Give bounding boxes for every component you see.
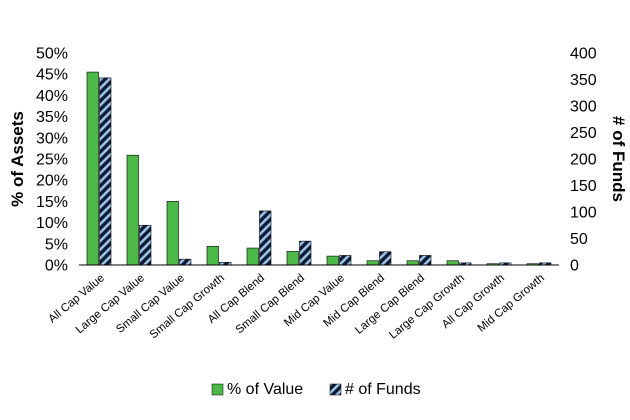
y-tick-label: 40% bbox=[36, 88, 68, 105]
y2-axis-title: # of Funds bbox=[609, 116, 628, 202]
legend-swatch-value bbox=[211, 383, 224, 396]
y2-tick-label: 0 bbox=[570, 258, 579, 275]
y-tick-label: 50% bbox=[36, 46, 68, 63]
y-tick-label: 20% bbox=[36, 173, 68, 190]
y-axis-tick-labels: 0% 5% 10% 15% 20% 25% 30% 35% 40% 45% 50% bbox=[36, 46, 68, 275]
bar-value bbox=[206, 246, 219, 266]
x-tick-label: Small Cap Growth bbox=[148, 272, 227, 341]
bar-funds bbox=[299, 240, 312, 266]
y-tick-label: 35% bbox=[36, 109, 68, 126]
y-tick-label: 15% bbox=[36, 194, 68, 211]
bar-funds bbox=[139, 224, 152, 266]
bar-value bbox=[406, 260, 419, 266]
bar-value bbox=[86, 71, 99, 266]
y-tick-label: 10% bbox=[36, 215, 68, 232]
x-tick-label: Large Cap Value bbox=[74, 272, 147, 336]
y-tick-label: 45% bbox=[36, 67, 68, 84]
bar-funds bbox=[419, 255, 432, 266]
y-axis-title: % of Assets bbox=[8, 111, 27, 207]
x-tick-label: Large Cap Blend bbox=[353, 272, 427, 337]
y-tick-label: 30% bbox=[36, 130, 68, 147]
y2-tick-label: 350 bbox=[570, 72, 597, 89]
y2-tick-label: 50 bbox=[570, 231, 588, 248]
bar-value bbox=[446, 260, 459, 266]
bar-funds bbox=[179, 258, 192, 266]
y2-tick-label: 250 bbox=[570, 125, 597, 142]
y2-tick-label: 100 bbox=[570, 205, 597, 222]
bar-funds bbox=[379, 251, 392, 266]
legend-label-value: % of Value bbox=[227, 381, 303, 398]
bar-value bbox=[326, 255, 339, 266]
x-tick-label: Large Cap Growth bbox=[387, 272, 467, 342]
bar-value bbox=[286, 251, 299, 266]
bar-funds bbox=[259, 210, 272, 266]
y-tick-label: 0% bbox=[45, 258, 68, 275]
bar-value bbox=[246, 247, 259, 266]
bar-value bbox=[166, 201, 179, 266]
y-tick-label: 25% bbox=[36, 152, 68, 169]
legend: % of Value # of Funds bbox=[211, 381, 421, 398]
bar-funds bbox=[339, 255, 352, 266]
y2-tick-label: 150 bbox=[570, 178, 597, 195]
x-tick-label: Small Cap Blend bbox=[234, 272, 307, 336]
legend-label-funds: # of Funds bbox=[345, 381, 421, 398]
y2-tick-label: 300 bbox=[570, 99, 597, 116]
legend-swatch-funds bbox=[329, 383, 342, 396]
y2-tick-label: 200 bbox=[570, 152, 597, 169]
y2-tick-label: 400 bbox=[570, 46, 597, 63]
bar-funds bbox=[99, 77, 112, 266]
bars bbox=[86, 71, 552, 266]
x-tick-label: Mid Cap Growth bbox=[476, 272, 547, 335]
bar-value bbox=[366, 260, 379, 266]
y2-axis-tick-labels: 0 50 100 150 200 250 300 350 400 bbox=[570, 46, 597, 275]
x-tick-label: Small Cap Value bbox=[114, 272, 187, 336]
bar-value bbox=[126, 154, 139, 266]
y-tick-label: 5% bbox=[45, 236, 68, 253]
